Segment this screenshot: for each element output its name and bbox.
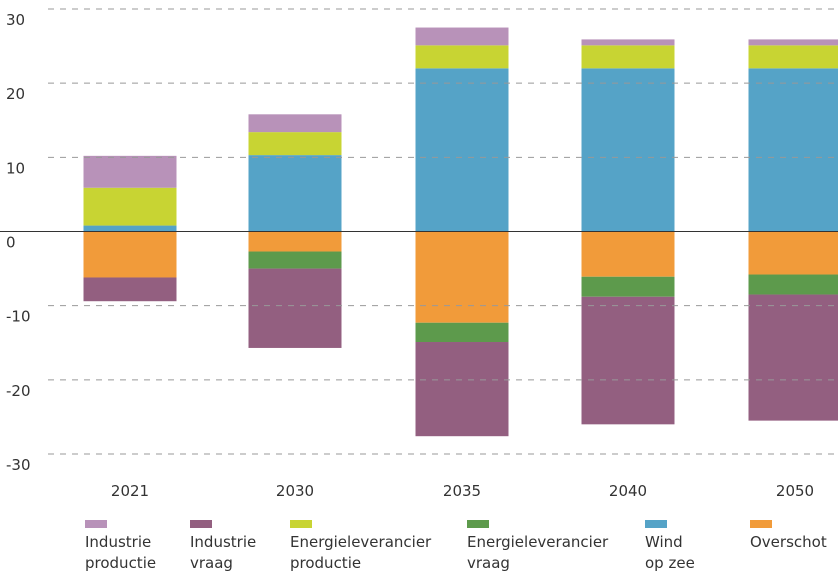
bar-segment	[748, 294, 838, 421]
legend-item: Overschot	[750, 520, 838, 553]
bar-segment	[581, 231, 675, 277]
legend-item: Industrie productie	[85, 520, 175, 574]
bar-segment	[748, 39, 838, 46]
bar-segment	[748, 274, 838, 295]
bar-segment	[83, 187, 177, 226]
bar-segment	[415, 45, 509, 69]
legend-swatch	[645, 520, 667, 528]
legend-item: Wind op zee	[645, 520, 697, 574]
legend-swatch	[467, 520, 489, 528]
y-tick-label: -10	[6, 308, 31, 326]
bar-segment	[748, 68, 838, 232]
bar-segment	[415, 322, 509, 343]
bar-segment	[248, 268, 342, 348]
legend-label: Industrie vraag	[190, 533, 257, 572]
y-tick-label: -30	[6, 456, 31, 474]
bar-segment	[581, 276, 675, 297]
bar-segment	[581, 45, 675, 69]
legend-swatch	[190, 520, 212, 528]
bar-segment	[248, 114, 342, 133]
bar-segment	[83, 225, 177, 232]
bar-segment	[248, 155, 342, 232]
y-tick-label: 20	[6, 85, 25, 103]
legend-swatch	[85, 520, 107, 528]
legend-item: Energieleverancier productie	[290, 520, 440, 574]
bar-segment	[748, 45, 838, 69]
bar-segment	[83, 231, 177, 278]
bar-segment	[83, 155, 177, 188]
bar-segment	[248, 132, 342, 156]
x-tick-label: 2030	[276, 482, 314, 500]
legend-label: Energieleverancier vraag	[467, 533, 609, 572]
chart: 2021 2030 2035 2040 2050 30 20 10 0 -10 -20 -30	[0, 8, 838, 500]
x-tick-label: 2050	[776, 482, 814, 500]
bar-segment	[83, 277, 177, 302]
legend-item: Industrie vraag	[190, 520, 280, 574]
bar-segment	[248, 231, 342, 252]
bar-segment	[581, 296, 675, 425]
legend-swatch	[750, 520, 772, 528]
y-tick-label: 10	[6, 159, 25, 177]
legend-item: Energieleverancier vraag	[467, 520, 627, 574]
legend-label: Industrie productie	[85, 533, 157, 572]
bar-segment	[415, 231, 509, 323]
bar-segment	[415, 68, 509, 232]
x-tick-label: 2035	[443, 482, 481, 500]
legend-label: Wind op zee	[645, 533, 695, 572]
bar-segment	[415, 27, 509, 46]
bar-segment	[248, 251, 342, 269]
legend-label: Overschot	[750, 533, 827, 551]
bar-segment	[581, 68, 675, 232]
x-tick-label: 2040	[609, 482, 647, 500]
bar-segment	[748, 231, 838, 275]
x-tick-label: 2021	[111, 482, 149, 500]
y-tick-label: 0	[6, 234, 16, 252]
bar-segment	[415, 342, 509, 437]
y-tick-label: 30	[6, 11, 25, 29]
legend-label: Energieleverancier productie	[290, 533, 432, 572]
legend-swatch	[290, 520, 312, 528]
y-tick-label: -20	[6, 382, 31, 400]
bar-segment	[581, 39, 675, 46]
